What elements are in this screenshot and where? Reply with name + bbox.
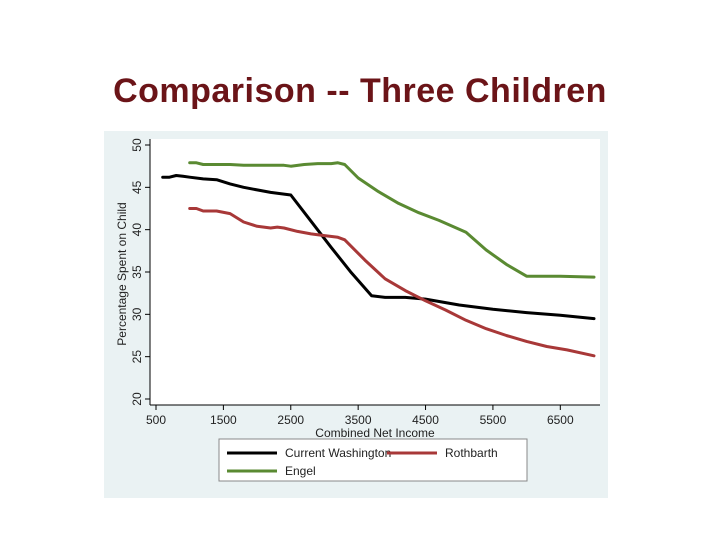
legend-box [218, 438, 528, 482]
line-chart: 20 25 30 35 40 45 50 500 1500 2500 3500 4500 5500 650… [115, 138, 600, 482]
series-line-engel [188, 161, 596, 279]
y-tick-label: 40 [130, 223, 144, 237]
x-tick-label: 4500 [412, 413, 439, 427]
legend-label: Current Washington [285, 446, 391, 460]
x-tick-label: 500 [146, 413, 166, 427]
x-tick-label: 1500 [210, 413, 237, 427]
slide-title: Comparison -- Three Children [113, 72, 607, 110]
y-axis-label: Percentage Spent on Child [115, 202, 129, 345]
y-tick-label: 30 [130, 307, 144, 321]
series-line-current-washington [161, 174, 596, 321]
series-line-rothbarth [188, 207, 596, 358]
x-tick-label: 6500 [547, 413, 574, 427]
legend-label: Engel [285, 464, 316, 478]
y-tick-label: 50 [130, 138, 144, 152]
x-tick-label: 2500 [277, 413, 304, 427]
y-tick-label: 25 [130, 350, 144, 364]
y-tick-label: 35 [130, 265, 144, 279]
x-tick-label: 5500 [480, 413, 507, 427]
x-axis-label: Combined Net Income [315, 426, 435, 440]
chart-panel: 20 25 30 35 40 45 50 500 1500 2500 3500 4500 5500 650… [104, 131, 608, 498]
y-tick-label: 20 [130, 392, 144, 406]
x-tick-label: 3500 [345, 413, 372, 427]
legend-label: Rothbarth [445, 446, 498, 460]
y-tick-label: 45 [130, 180, 144, 194]
